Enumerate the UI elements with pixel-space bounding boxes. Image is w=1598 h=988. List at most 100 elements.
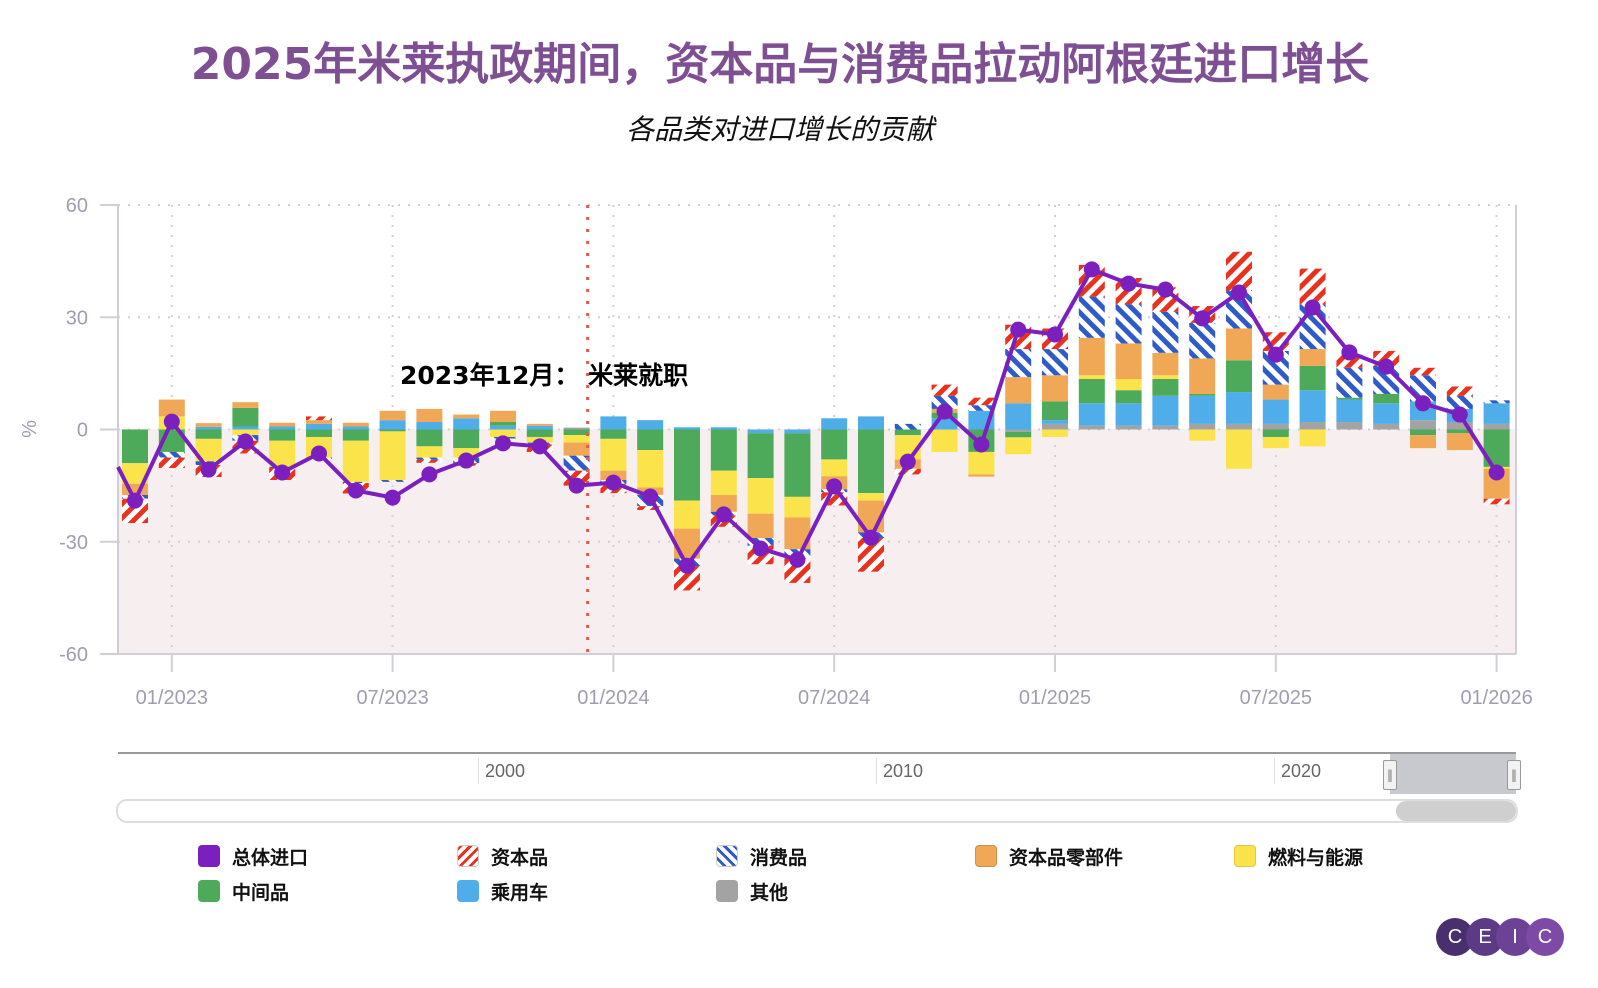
bar-segment-passenger-cars[interactable] — [637, 420, 664, 430]
bar-segment-passenger-cars[interactable] — [379, 420, 406, 430]
bar-stack[interactable] — [858, 416, 884, 572]
bar-segment-other[interactable] — [1262, 423, 1289, 430]
bar-segment-capital-parts[interactable] — [342, 422, 369, 427]
legend-item-total[interactable]: 总体进口 — [198, 842, 308, 870]
bar-segment-intermediate[interactable] — [269, 429, 296, 441]
bar-segment-other[interactable] — [1410, 420, 1436, 430]
bar-segment-intermediate[interactable] — [490, 422, 516, 426]
line-point[interactable] — [936, 403, 953, 420]
bar-segment-consumer-goods[interactable] — [1042, 349, 1068, 376]
line-point[interactable] — [1047, 326, 1063, 343]
bar-segment-capital-parts[interactable] — [306, 420, 332, 424]
bar-segment-capital-parts[interactable] — [453, 414, 480, 419]
line-point[interactable] — [642, 488, 659, 505]
bar-segment-fuel-energy[interactable] — [637, 450, 664, 488]
bar-segment-fuel-energy[interactable] — [269, 440, 296, 467]
bar-segment-fuel-energy[interactable] — [858, 493, 884, 501]
line-point[interactable] — [458, 452, 475, 469]
range-navigator[interactable]: 2000 2010 2020 ‖ ‖ — [118, 752, 1521, 796]
line-point[interactable] — [127, 492, 143, 509]
bar-stack[interactable] — [1336, 354, 1363, 430]
bar-segment-intermediate[interactable] — [1262, 429, 1289, 437]
bar-segment-passenger-cars[interactable] — [306, 423, 332, 430]
bar-segment-passenger-cars[interactable] — [1005, 403, 1032, 430]
bar-segment-consumer-goods[interactable] — [1483, 400, 1510, 404]
bar-segment-passenger-cars[interactable] — [526, 425, 553, 430]
bar-stack[interactable] — [1226, 251, 1252, 469]
bar-segment-capital-parts[interactable] — [232, 402, 259, 408]
line-point[interactable] — [495, 435, 511, 452]
bar-segment-other[interactable] — [1115, 425, 1142, 430]
bar-segment-capital-parts[interactable] — [1152, 352, 1179, 376]
bar-segment-consumer-goods[interactable] — [1446, 395, 1473, 409]
bar-segment-passenger-cars[interactable] — [1483, 403, 1510, 424]
bar-segment-capital-parts[interactable] — [269, 422, 296, 427]
bar-segment-fuel-energy[interactable] — [563, 435, 590, 443]
bar-stack[interactable] — [122, 429, 148, 524]
bar-segment-capital-goods[interactable] — [1299, 268, 1326, 305]
bar-segment-capital-parts[interactable] — [710, 494, 737, 512]
bar-segment-intermediate[interactable] — [1152, 378, 1179, 396]
legend-item-other[interactable]: 其他 — [716, 877, 788, 905]
bar-segment-other[interactable] — [1226, 423, 1252, 430]
bar-segment-capital-parts[interactable] — [416, 408, 443, 423]
bar-segment-capital-parts[interactable] — [490, 410, 516, 423]
bar-segment-passenger-cars[interactable] — [821, 418, 848, 430]
bar-segment-intermediate[interactable] — [342, 429, 369, 441]
line-point[interactable] — [1378, 358, 1395, 375]
bar-stack[interactable] — [747, 429, 774, 565]
bar-segment-passenger-cars[interactable] — [1226, 392, 1252, 424]
bar-segment-passenger-cars[interactable] — [1042, 420, 1068, 424]
bar-segment-passenger-cars[interactable] — [1078, 403, 1105, 426]
bar-segment-other[interactable] — [1336, 422, 1363, 430]
line-point[interactable] — [531, 438, 548, 455]
bar-segment-fuel-energy[interactable] — [379, 431, 406, 481]
bar-segment-capital-parts[interactable] — [1299, 349, 1326, 366]
bar-segment-intermediate[interactable] — [306, 429, 332, 437]
bar-stack[interactable] — [710, 427, 737, 527]
bar-segment-consumer-goods[interactable] — [563, 455, 590, 471]
bar-segment-capital-goods[interactable] — [158, 457, 185, 469]
bar-segment-other[interactable] — [1078, 425, 1105, 430]
bar-segment-other[interactable] — [563, 427, 590, 430]
line-point[interactable] — [1010, 321, 1027, 338]
line-point[interactable] — [679, 557, 695, 574]
bar-segment-capital-goods[interactable] — [1446, 386, 1473, 396]
bar-segment-capital-goods[interactable] — [1336, 354, 1363, 368]
bar-segment-capital-goods[interactable] — [894, 468, 921, 475]
bar-segment-fuel-energy[interactable] — [1005, 437, 1032, 455]
bar-stack[interactable] — [416, 408, 443, 463]
bar-segment-passenger-cars[interactable] — [1373, 403, 1400, 424]
bar-segment-intermediate[interactable] — [1189, 393, 1216, 396]
line-point[interactable] — [568, 477, 585, 494]
bar-segment-passenger-cars[interactable] — [195, 426, 222, 430]
bar-segment-capital-parts[interactable] — [1078, 337, 1105, 376]
bar-segment-intermediate[interactable] — [674, 429, 700, 501]
line-point[interactable] — [1267, 346, 1284, 363]
bar-segment-capital-goods[interactable] — [931, 384, 958, 396]
line-point[interactable] — [1341, 344, 1358, 361]
bar-segment-intermediate[interactable] — [1042, 401, 1068, 421]
scrollbar-thumb[interactable] — [1396, 801, 1516, 821]
bar-stack[interactable] — [1005, 324, 1032, 455]
line-point[interactable] — [715, 506, 732, 523]
bar-segment-fuel-energy[interactable] — [968, 451, 995, 475]
bar-segment-fuel-energy[interactable] — [342, 440, 369, 482]
legend-item-fuel-energy[interactable]: 燃料与能源 — [1234, 842, 1363, 870]
bar-segment-fuel-energy[interactable] — [747, 478, 774, 514]
line-point[interactable] — [899, 453, 916, 470]
bar-segment-capital-parts[interactable] — [1226, 328, 1252, 361]
line-point[interactable] — [347, 482, 364, 499]
bar-stack[interactable] — [1299, 268, 1326, 447]
bar-segment-other[interactable] — [1042, 423, 1068, 430]
bar-segment-intermediate[interactable] — [416, 429, 443, 447]
bar-segment-fuel-energy[interactable] — [1189, 429, 1216, 441]
bar-segment-consumer-goods[interactable] — [931, 395, 958, 409]
bar-segment-intermediate[interactable] — [379, 429, 406, 432]
line-point[interactable] — [1304, 299, 1321, 316]
bar-segment-consumer-goods[interactable] — [1152, 311, 1179, 353]
bar-segment-capital-parts[interactable] — [122, 483, 148, 495]
bar-segment-capital-goods[interactable] — [1410, 367, 1436, 376]
bar-stack[interactable] — [784, 429, 811, 583]
bar-stack[interactable] — [1078, 264, 1105, 430]
